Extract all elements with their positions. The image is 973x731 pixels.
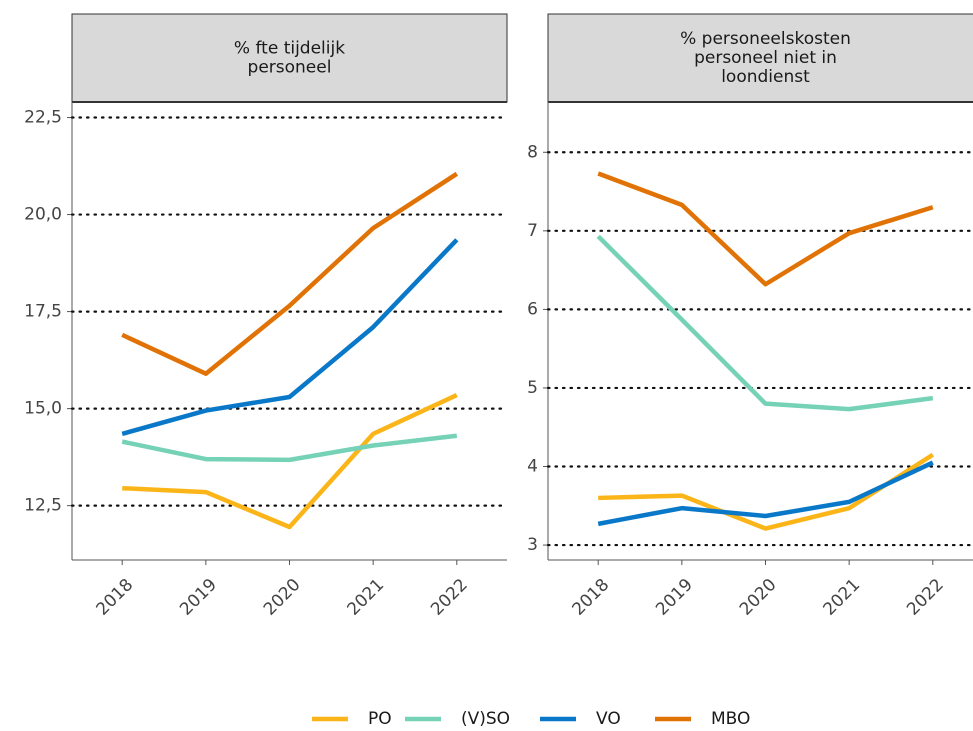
- y-tick-label: 5: [527, 378, 538, 398]
- legend-label: MBO: [711, 709, 750, 729]
- x-tick-label: 2021: [819, 575, 864, 620]
- series-line: [121, 433, 458, 463]
- y-tick-label: 22,5: [24, 108, 62, 128]
- y-tick-label: 17,5: [24, 302, 62, 322]
- y-tick-label: 12,5: [24, 496, 62, 516]
- facet-title: personeel niet in: [694, 48, 837, 68]
- x-tick-label: 2022: [427, 575, 472, 620]
- legend-label: VO: [596, 709, 621, 729]
- y-tick-label: 20,0: [24, 205, 62, 225]
- x-tick-label: 2018: [569, 575, 614, 620]
- legend-label: PO: [368, 709, 392, 729]
- y-tick-label: 7: [527, 221, 538, 241]
- facet-strip: [71, 13, 508, 103]
- series-line: [122, 393, 458, 530]
- y-tick-label: 8: [527, 142, 538, 162]
- facet-title: loondienst: [721, 67, 810, 87]
- x-tick-label: 2021: [343, 575, 388, 620]
- facet-strip: [547, 13, 973, 103]
- y-tick-label: 4: [527, 457, 538, 477]
- x-tick-label: 2019: [652, 575, 697, 620]
- y-tick-label: 3: [527, 535, 538, 555]
- y-tick-label: 15,0: [24, 399, 62, 419]
- facet-title: % fte tijdelijk: [234, 39, 345, 59]
- series-line: [597, 171, 934, 287]
- series-line: [121, 238, 459, 437]
- facet-title: % personeelskosten: [680, 29, 851, 49]
- x-tick-label: 2018: [93, 575, 138, 620]
- x-tick-label: 2020: [736, 575, 781, 620]
- x-tick-label: 2020: [260, 575, 305, 620]
- x-tick-label: 2019: [176, 575, 221, 620]
- y-tick-label: 6: [527, 299, 538, 319]
- series-line: [597, 460, 934, 527]
- series-line: [596, 234, 934, 412]
- series-line: [121, 171, 459, 376]
- legend-label: (V)SO: [461, 709, 510, 729]
- facet-title: personeel: [248, 58, 332, 78]
- x-tick-label: 2022: [903, 575, 948, 620]
